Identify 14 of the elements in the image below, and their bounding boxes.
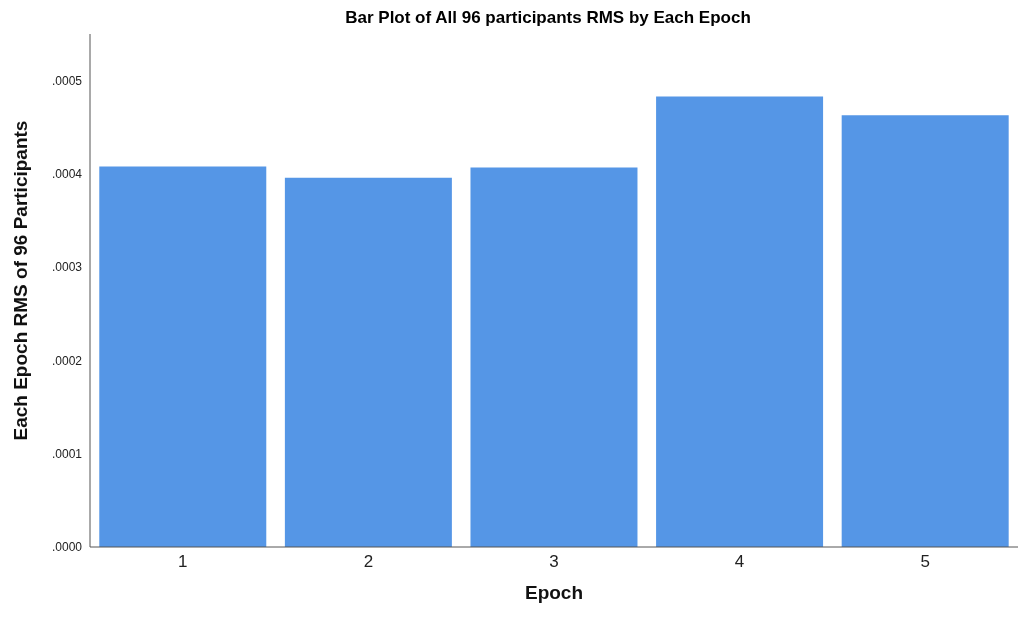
y-tick-label: .0005 bbox=[51, 73, 83, 88]
x-tick-label: 4 bbox=[734, 552, 745, 572]
y-tick-label: .0004 bbox=[51, 167, 83, 182]
y-tick-label: .0001 bbox=[51, 446, 83, 461]
chart-title: Bar Plot of All 96 participants RMS by Each Epoch bbox=[344, 8, 752, 29]
x-tick-label: 1 bbox=[178, 552, 188, 572]
y-axis-title: Each Epoch RMS of 96 Participants bbox=[9, 120, 31, 441]
x-tick-label: 3 bbox=[549, 552, 559, 572]
y-tick-label: .0000 bbox=[51, 540, 83, 555]
x-tick-label: 2 bbox=[363, 552, 374, 572]
x-axis-title: Epoch bbox=[524, 582, 584, 603]
x-tick-label: 5 bbox=[920, 552, 930, 572]
y-tick-label: .0002 bbox=[51, 353, 83, 368]
y-tick-label: .0003 bbox=[51, 260, 83, 275]
